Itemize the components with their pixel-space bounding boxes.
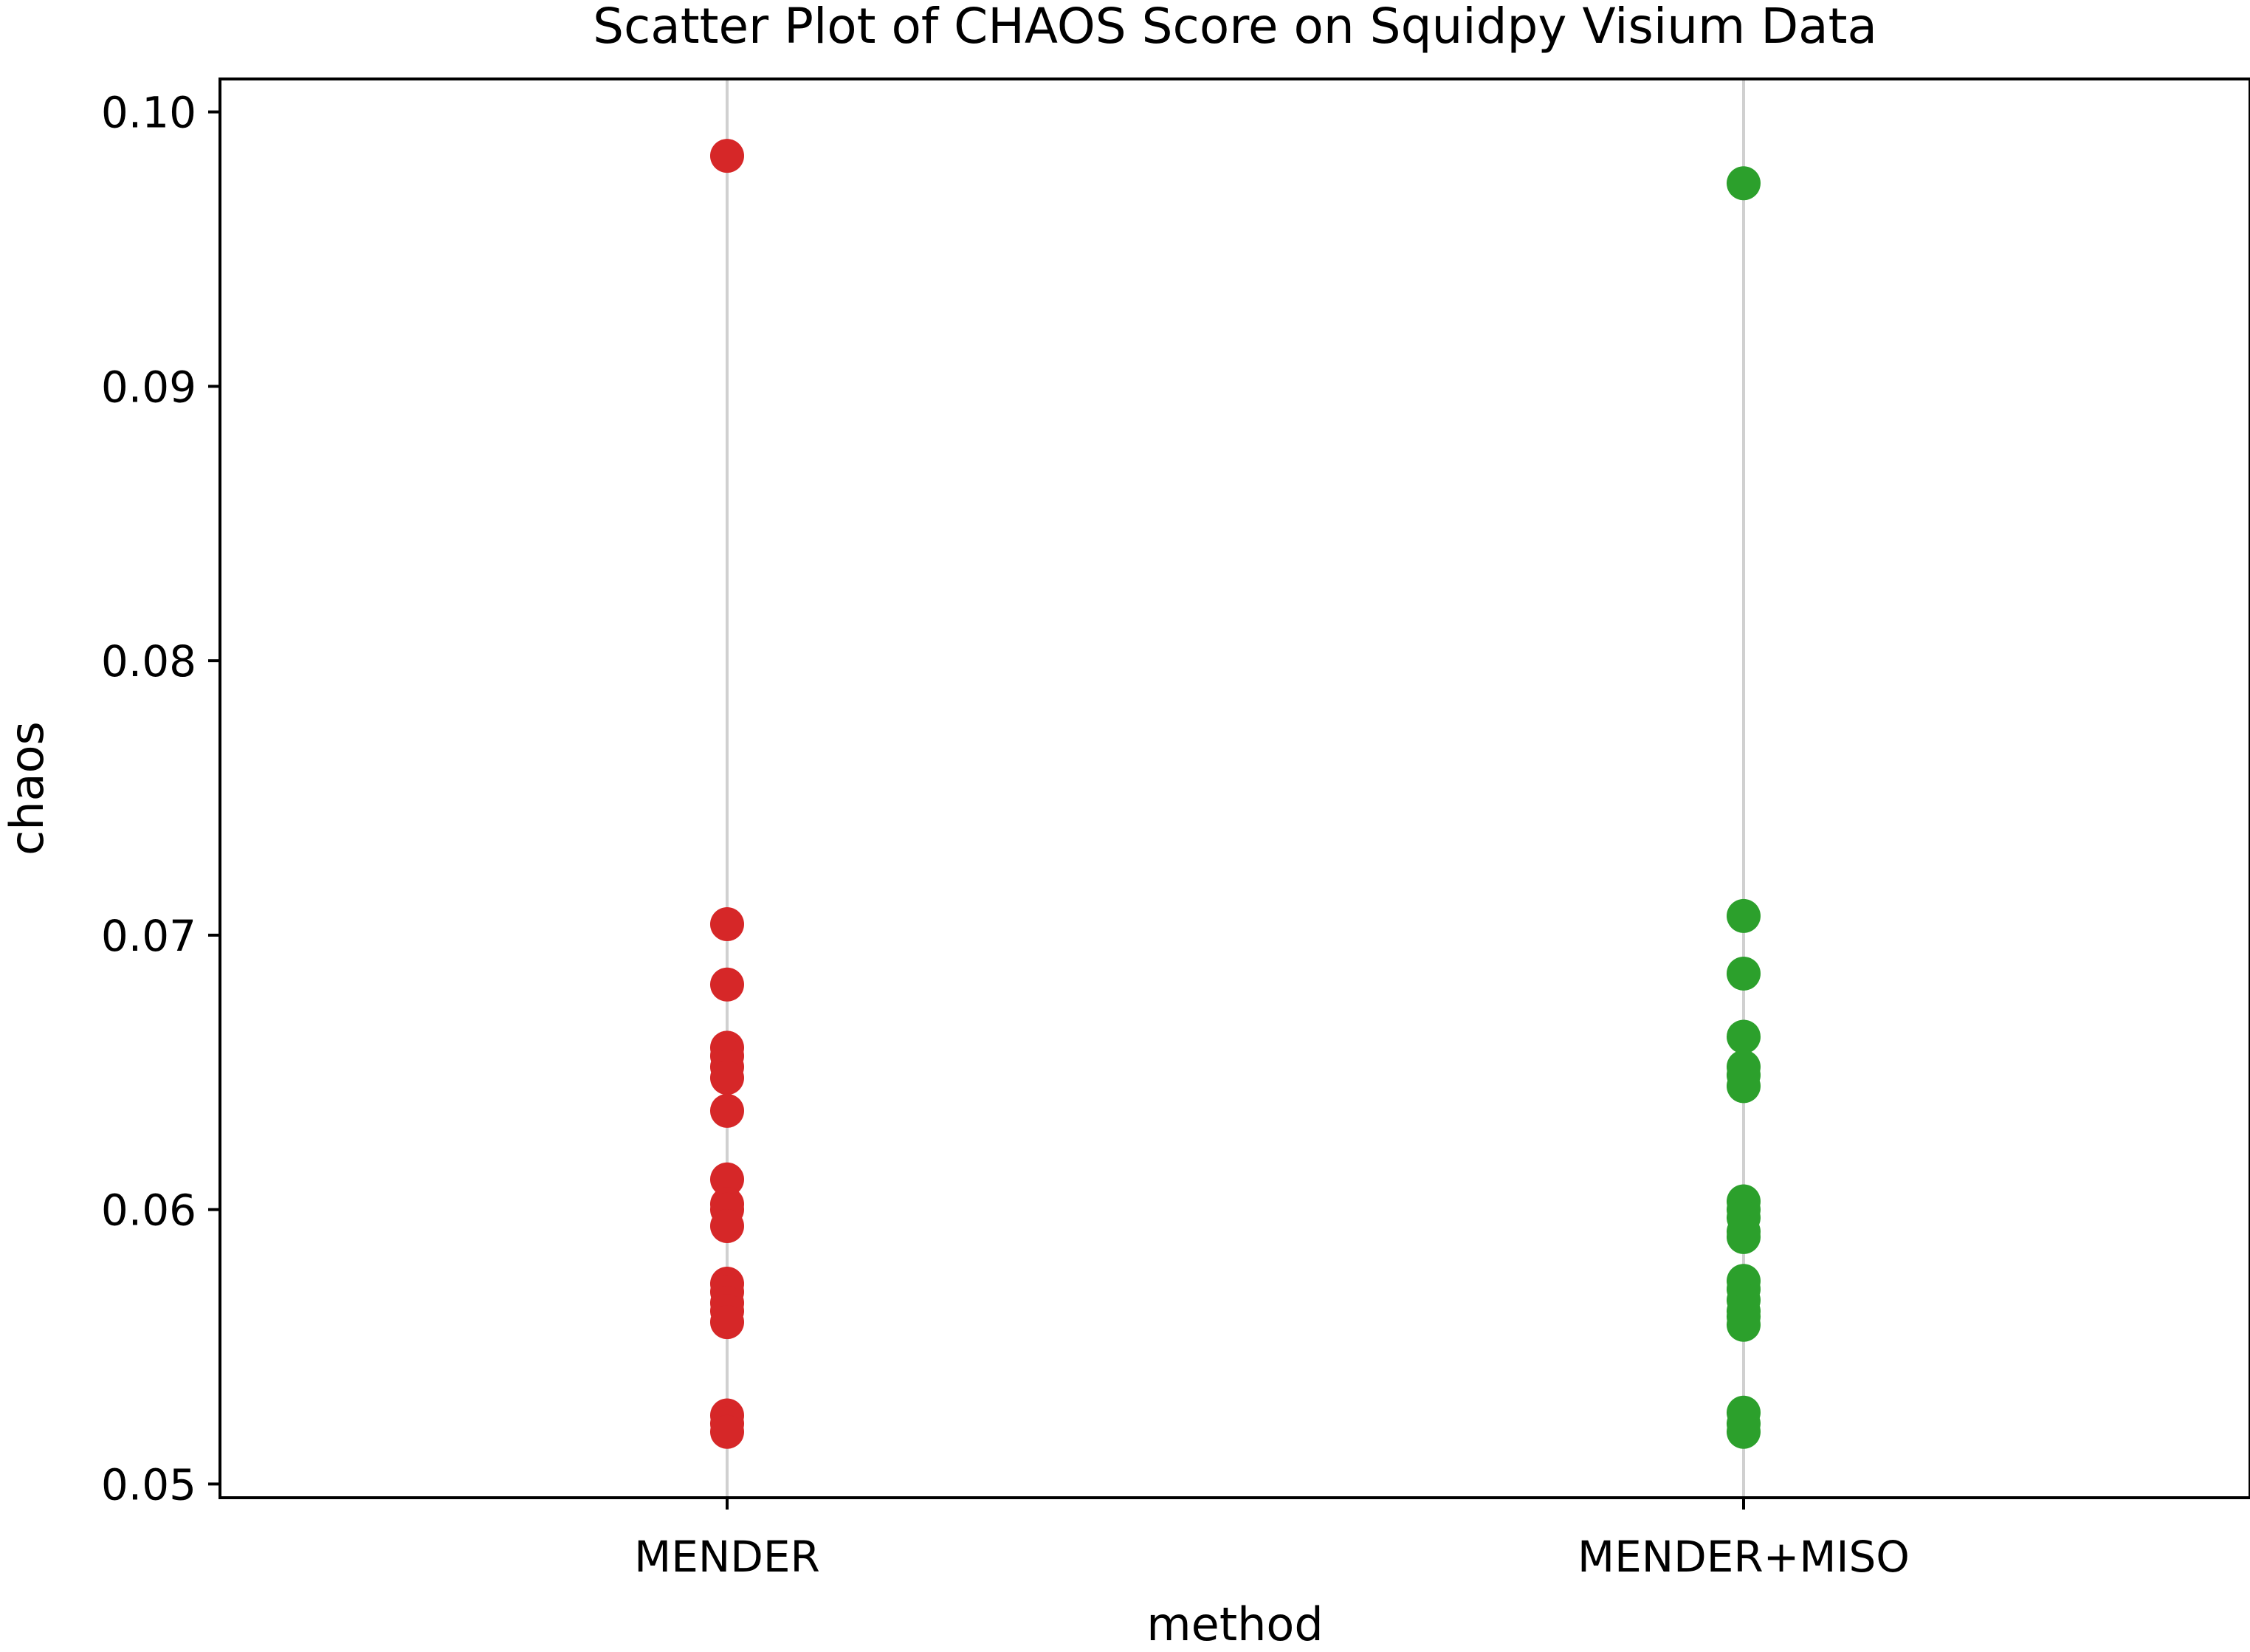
point-1-17 [1727, 1307, 1761, 1342]
x-axis: MENDER MENDER+MISO [634, 1498, 1910, 1582]
y-axis-label: chaos [0, 721, 54, 856]
x-axis-label: method [1146, 1597, 1323, 1651]
point-0-2 [710, 967, 744, 1002]
point-1-20 [1727, 1414, 1761, 1449]
y-tick-label-0: 0.05 [101, 1459, 196, 1510]
y-tick-label-2: 0.07 [101, 911, 196, 961]
point-1-6 [1727, 1069, 1761, 1104]
point-0-19 [710, 1414, 744, 1449]
point-1-3 [1727, 1019, 1761, 1054]
point-0-11 [710, 1208, 744, 1243]
point-0-6 [710, 1061, 744, 1095]
y-tick-label-5: 0.10 [101, 88, 196, 138]
x-tick-label-0: MENDER [634, 1532, 820, 1582]
point-1-2 [1727, 956, 1761, 991]
point-1-1 [1727, 898, 1761, 933]
plot-frame [219, 78, 2250, 1499]
data-points [710, 139, 1761, 1449]
point-1-0 [1727, 166, 1761, 201]
x-tick-label-1: MENDER+MISO [1578, 1532, 1910, 1582]
y-tick-label-1: 0.06 [101, 1185, 196, 1236]
y-axis: 0.05 0.06 0.07 0.08 0.09 0.10 [101, 88, 220, 1510]
chart-title: Scatter Plot of CHAOS Score on Squidpy V… [593, 0, 1877, 55]
point-0-0 [710, 139, 744, 173]
point-0-8 [710, 1162, 744, 1197]
point-1-11 [1727, 1219, 1761, 1254]
y-tick-label-4: 0.09 [101, 362, 196, 412]
point-0-1 [710, 907, 744, 942]
grid-lines [726, 79, 1745, 1498]
point-0-7 [710, 1093, 744, 1128]
point-0-16 [710, 1305, 744, 1340]
y-tick-label-3: 0.08 [101, 636, 196, 686]
